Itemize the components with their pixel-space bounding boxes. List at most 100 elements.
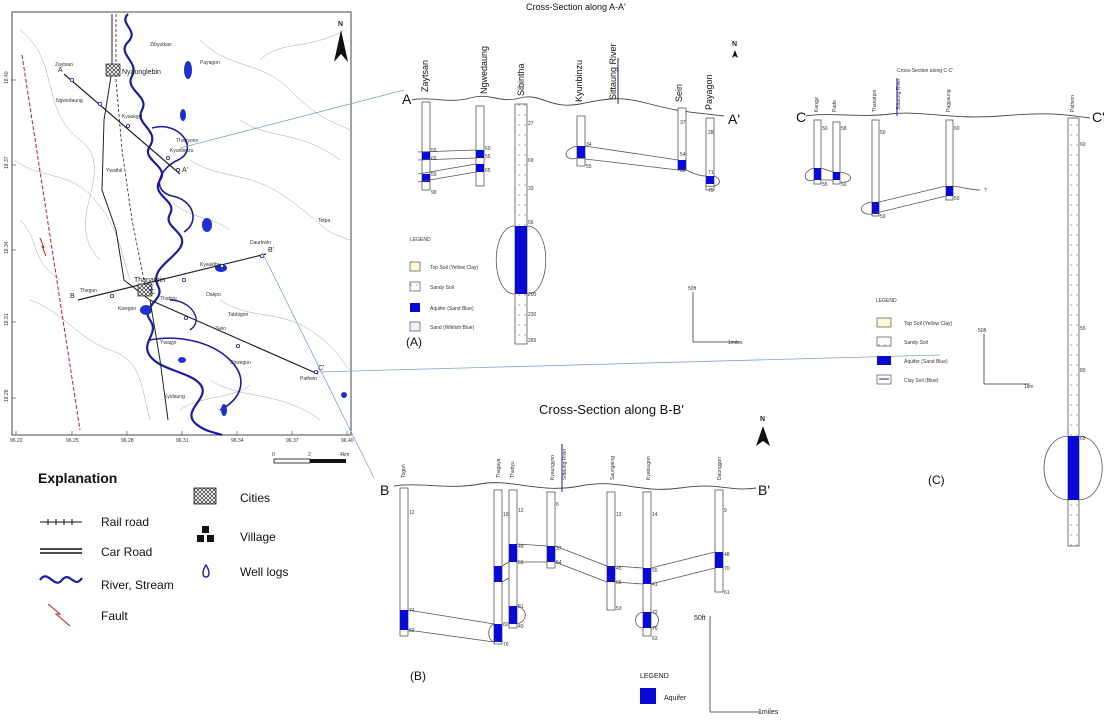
fault-icon	[47, 603, 71, 627]
lat-tick: 18.34	[4, 241, 10, 254]
village-label: Thegon	[80, 288, 97, 294]
legend-label: Aquifer (Sand Blue)	[430, 306, 474, 312]
section-c-end-left: C	[796, 109, 806, 125]
section-b-end-left: B	[380, 482, 389, 498]
lon-tick-labels: 96.22 96.25 96.28 96.31 96.34 96.37 96.4…	[10, 438, 354, 444]
depth-label: 66	[616, 580, 622, 586]
village-label: Sein	[216, 326, 226, 332]
depth-label: 54	[556, 560, 562, 566]
explanation-title: Explanation	[38, 470, 117, 486]
section-b-north: N	[760, 416, 765, 423]
depth-label: 90	[431, 190, 437, 196]
city-icon	[193, 487, 217, 505]
streams	[14, 29, 351, 421]
depth-label: 65	[1080, 436, 1086, 442]
section-a: Cross-Section along A-A' N A A' Zaytsan …	[402, 2, 743, 349]
depth-label: 60	[1080, 142, 1086, 148]
depth-label: 74	[409, 608, 415, 614]
village-label: Thabyu	[160, 296, 177, 302]
scale-label: 2	[308, 452, 311, 458]
panel-label-a: (A)	[406, 335, 422, 349]
depth-label: 82	[503, 622, 509, 628]
depth-label: 12	[518, 508, 524, 514]
section-b-end-right: B'	[758, 482, 770, 498]
car-road-icon	[40, 548, 82, 554]
legend-label: Fault	[101, 609, 128, 623]
village-label: Ngwedaung	[56, 98, 83, 104]
section-b-aquifers	[400, 544, 723, 642]
river-loop	[149, 337, 242, 411]
lat-tick: 18.28	[4, 389, 10, 402]
depth-label: 37	[556, 546, 562, 552]
depth-label: 50	[954, 196, 960, 202]
well-name: Saungaing	[610, 456, 616, 480]
depth-label: 55	[518, 560, 524, 566]
depth-label: 76	[652, 626, 658, 632]
depth-label: 82	[409, 628, 415, 634]
legend-label: Cities	[240, 491, 270, 505]
section-line-a	[63, 73, 181, 175]
section-b-wells	[399, 487, 724, 645]
scale-label: 0	[272, 452, 275, 458]
village-label: Oakpo	[206, 292, 221, 298]
section-b-ground	[393, 482, 757, 490]
section-c-well-names: Kangyi Pado Thanatpin Sittaung River Pag…	[814, 78, 1076, 112]
well-name: Daunggon	[717, 457, 723, 480]
lon-tick: 96.22	[10, 438, 23, 444]
well-name: Sibintha	[516, 63, 526, 96]
well-name: Kangyi	[814, 97, 820, 112]
depth-label: 27	[528, 121, 534, 127]
depth-label: 81	[518, 604, 524, 610]
depth-label: 55	[431, 148, 437, 154]
lon-tick: 96.37	[286, 438, 299, 444]
depth-label: 61	[724, 590, 730, 596]
depth-label: 14	[652, 512, 658, 518]
section-a-north: N	[732, 41, 737, 48]
section-c-scale	[983, 334, 1030, 385]
village-label: Shwegun	[230, 360, 251, 366]
section-a-end-right: A'	[728, 111, 740, 127]
village-label: Kwegon	[118, 306, 136, 312]
depth-label: 230	[528, 312, 537, 318]
well-name: Thabyu	[510, 461, 516, 478]
lon-tick: 96.28	[121, 438, 134, 444]
depth-label: 50	[822, 126, 828, 132]
village-icon	[197, 526, 214, 542]
legend-title: LEGEND	[640, 673, 669, 680]
well-name: Togon	[401, 464, 407, 478]
section-c-wells	[813, 117, 1080, 547]
legend-title: LEGEND	[410, 237, 431, 243]
section-end-label: A'	[182, 167, 188, 174]
section-c-legend: LEGEND Top Soil (Yellow Clay) Sandy Soil…	[876, 298, 953, 385]
village-label: Tabbigon	[228, 312, 249, 318]
section-b: Cross-Section along B-B' N B B' Togon Th…	[380, 402, 779, 716]
well-name: Kyaungyon	[550, 455, 556, 480]
section-end-label: A	[58, 67, 63, 74]
sittaung-river	[123, 13, 223, 437]
village-label: Thagyonn	[176, 138, 198, 144]
section-c-ground	[805, 112, 1091, 119]
village-label: Ywathit	[106, 168, 123, 174]
section-a-correlations	[417, 145, 720, 295]
legend-label: Aquifer	[664, 695, 687, 702]
depth-label: 9	[724, 508, 727, 514]
depth-label: 72	[652, 610, 658, 616]
depth-label: 59	[431, 172, 437, 178]
depth-label: 63	[652, 636, 658, 642]
legend-label: Sandy Soil	[904, 340, 928, 346]
section-b-title: Cross-Section along B-B'	[539, 402, 684, 417]
scale-label: 1miles	[728, 340, 743, 346]
lon-tick: 96.25	[66, 438, 79, 444]
lat-tick: 18.37	[4, 156, 10, 169]
village-label: Ywagyi	[160, 340, 176, 346]
location-map: 18.40 18.37 18.34 18.31 18.28 96.22 96.2…	[4, 11, 354, 444]
legend-label: River, Stream	[101, 578, 174, 592]
section-end-label: C'	[318, 365, 324, 372]
lat-tick-labels: 18.40 18.37 18.34 18.31 18.28	[4, 71, 10, 402]
legend-title: LEGEND	[876, 298, 897, 304]
legend-label: Clay Soil (Blue)	[904, 378, 939, 384]
fault-arrow	[39, 237, 47, 257]
section-c-end-right: C'	[1092, 109, 1105, 125]
scale-label: 1miles	[758, 709, 779, 716]
